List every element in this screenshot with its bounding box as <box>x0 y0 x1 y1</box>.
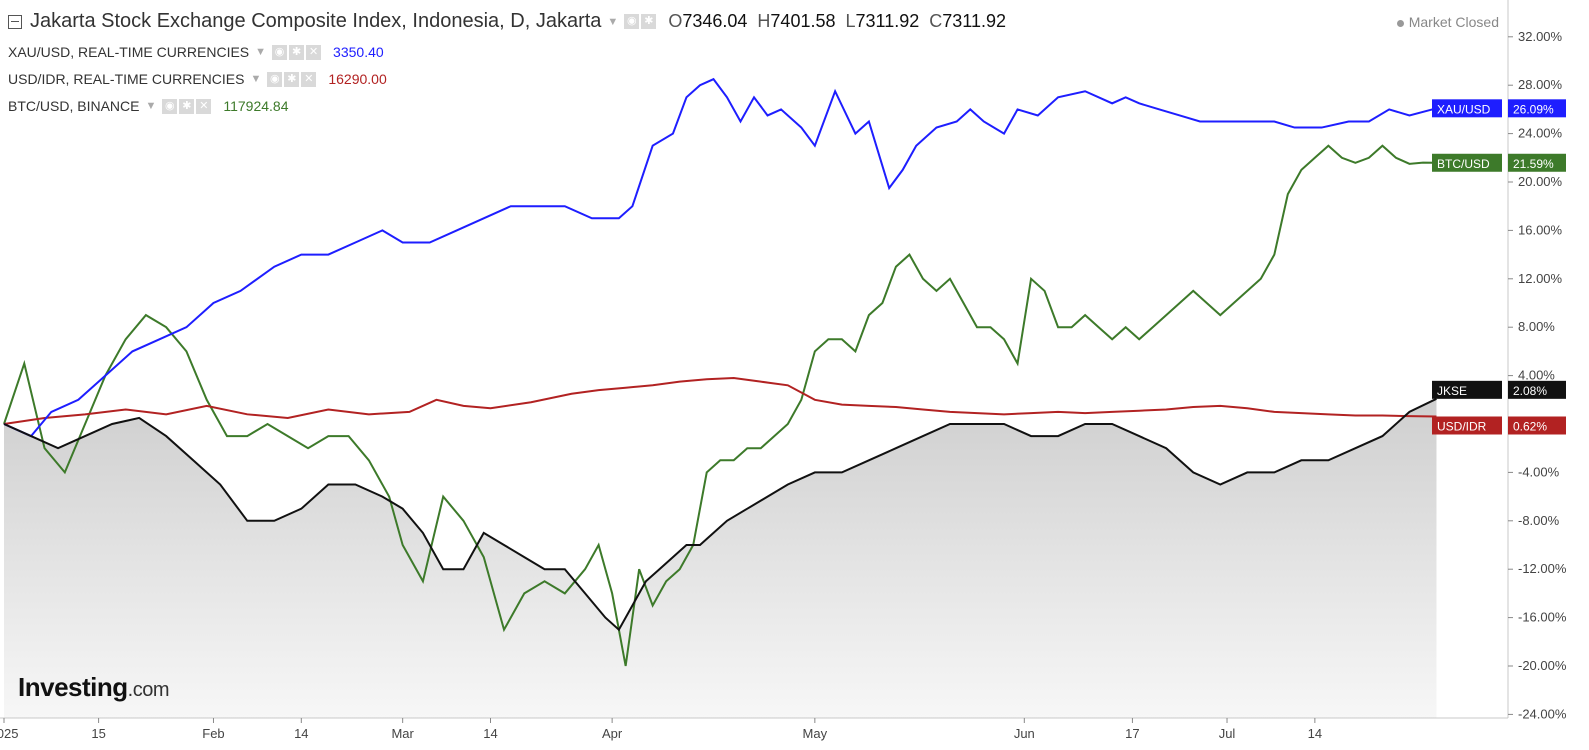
x-tick-label: 17 <box>1125 726 1139 741</box>
y-tick-label: 24.00% <box>1518 126 1563 141</box>
x-tick-label: Jun <box>1014 726 1035 741</box>
logo-main: Investing <box>18 672 128 702</box>
gear-icon[interactable]: ✱ <box>284 71 300 87</box>
series-value-label: 26.09% <box>1513 102 1554 116</box>
y-tick-label: -12.00% <box>1518 561 1567 576</box>
y-tick-label: -4.00% <box>1518 464 1560 479</box>
x-tick-label: Apr <box>602 726 623 741</box>
legend-value: 3350.40 <box>333 44 384 60</box>
legend-value: 117924.84 <box>223 98 289 114</box>
chevron-down-icon[interactable]: ▼ <box>145 100 157 112</box>
x-tick-label: 14 <box>1308 726 1322 741</box>
open-value: 7346.04 <box>682 11 748 31</box>
series-value-tag <box>1508 153 1566 172</box>
series-value-label: 21.59% <box>1513 157 1554 171</box>
y-tick-label: 20.00% <box>1518 174 1563 189</box>
status-dot-icon <box>1396 19 1404 27</box>
x-tick-label: Feb <box>202 726 224 741</box>
x-tick-label: 15 <box>91 726 105 741</box>
x-tick-label: May <box>803 726 828 741</box>
open-label: O <box>668 11 683 31</box>
chart-header: Jakarta Stock Exchange Composite Index, … <box>8 10 1006 33</box>
chevron-down-icon[interactable]: ▼ <box>250 73 262 85</box>
legend-label: USD/IDR, REAL-TIME CURRENCIES <box>8 71 245 87</box>
legend-label: XAU/USD, REAL-TIME CURRENCIES <box>8 44 250 60</box>
x-tick-label: 14 <box>483 726 497 741</box>
y-tick-label: 32.00% <box>1518 29 1563 44</box>
legend-item-xau: XAU/USD, REAL-TIME CURRENCIES ▼ ◉ ✱ ✕ 33… <box>8 44 384 60</box>
y-tick-label: -24.00% <box>1518 706 1567 721</box>
low-value: 7311.92 <box>855 11 920 31</box>
visibility-icon[interactable]: ◉ <box>624 14 640 29</box>
series-name-label: JKSE <box>1437 384 1467 398</box>
series-line-xau-usd <box>3 77 1437 438</box>
series-value-tag <box>1508 380 1566 399</box>
high-value: 7401.58 <box>770 11 836 31</box>
series-line-btc-usd <box>3 144 1437 667</box>
market-status: Market Closed <box>1396 14 1499 30</box>
collapse-icon[interactable] <box>8 14 22 29</box>
y-tick-label: 28.00% <box>1518 77 1563 92</box>
close-value: 7311.92 <box>942 11 1007 31</box>
gear-icon[interactable]: ✱ <box>641 14 657 29</box>
series-name-tag <box>1432 380 1502 399</box>
close-label: C <box>929 11 943 31</box>
series-name-label: BTC/USD <box>1437 157 1490 171</box>
series-name-label: XAU/USD <box>1437 102 1491 116</box>
investing-logo: Investing.com <box>18 672 169 703</box>
gear-icon[interactable]: ✱ <box>289 44 305 60</box>
series-name-label: USD/IDR <box>1437 419 1487 433</box>
y-tick-label: -8.00% <box>1518 513 1560 528</box>
visibility-icon[interactable]: ◉ <box>267 71 283 87</box>
jkse-area <box>4 398 1437 718</box>
gear-icon[interactable]: ✱ <box>179 98 195 114</box>
y-tick-label: 12.00% <box>1518 271 1563 286</box>
x-tick-label: Mar <box>391 726 414 741</box>
series-line-jkse <box>3 397 1437 632</box>
x-tick-label: 14 <box>294 726 308 741</box>
legend-item-idr: USD/IDR, REAL-TIME CURRENCIES ▼ ◉ ✱ ✕ 16… <box>8 71 387 87</box>
legend-label: BTC/USD, BINANCE <box>8 98 140 114</box>
close-icon[interactable]: ✕ <box>301 71 317 87</box>
series-value-tag <box>1508 99 1566 118</box>
high-label: H <box>757 11 771 31</box>
series-name-tag <box>1432 416 1502 435</box>
market-status-text: Market Closed <box>1408 14 1499 30</box>
series-value-tag <box>1508 416 1566 435</box>
y-tick-label: 8.00% <box>1518 319 1555 334</box>
visibility-icon[interactable]: ◉ <box>162 98 178 114</box>
close-icon[interactable]: ✕ <box>306 44 322 60</box>
series-value-label: 2.08% <box>1513 384 1547 398</box>
y-tick-label: 4.00% <box>1518 368 1555 383</box>
close-icon[interactable]: ✕ <box>196 98 212 114</box>
chevron-down-icon[interactable]: ▼ <box>255 46 267 58</box>
x-tick-label: Jul <box>1219 726 1236 741</box>
logo-suffix: .com <box>127 679 170 701</box>
y-tick-label: -16.00% <box>1518 610 1567 625</box>
series-line-usd-idr <box>3 377 1437 425</box>
series-name-tag <box>1432 99 1502 118</box>
visibility-icon[interactable]: ◉ <box>272 44 288 60</box>
series-name-tag <box>1432 153 1502 172</box>
y-tick-label: -20.00% <box>1518 658 1567 673</box>
chevron-down-icon[interactable]: ▼ <box>607 15 619 28</box>
ohlc-readout: O7346.04 H7401.58 L7311.92 C7311.92 <box>668 11 1006 32</box>
low-label: L <box>845 11 856 31</box>
chart-title: Jakarta Stock Exchange Composite Index, … <box>30 10 602 32</box>
legend-value: 16290.00 <box>328 71 387 87</box>
y-tick-label: 16.00% <box>1518 222 1563 237</box>
legend-item-btc: BTC/USD, BINANCE ▼ ◉ ✱ ✕ 117924.84 <box>8 98 289 114</box>
series-value-label: 0.62% <box>1513 419 1547 433</box>
x-tick-label: 2025 <box>0 726 18 741</box>
